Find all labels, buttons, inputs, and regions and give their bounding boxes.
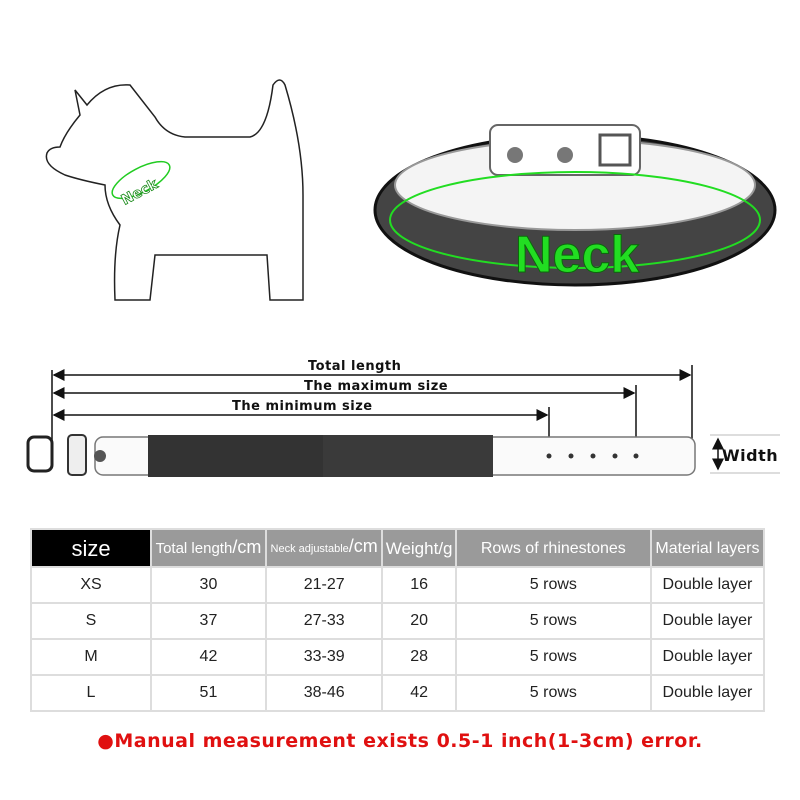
header-unit: /g <box>438 538 453 558</box>
header-size: size <box>30 528 152 568</box>
header-neck-adjustable: Neck adjustable/cm <box>264 528 384 568</box>
cell-size: XS <box>30 566 152 604</box>
table-row: L 51 38-46 42 5 rows Double layer <box>30 674 766 712</box>
size-chart-table: size Total length/cm Neck adjustable/cm … <box>30 528 766 712</box>
collar-round-illustration: Neck <box>373 124 777 287</box>
cell-material-layers: Double layer <box>649 638 766 676</box>
cell-weight: 16 <box>381 566 457 604</box>
cell-total-length: 37 <box>150 602 267 640</box>
cell-total-length: 42 <box>150 638 267 676</box>
cell-size: M <box>30 638 152 676</box>
table-row: M 42 33-39 28 5 rows Double layer <box>30 638 766 676</box>
cell-material-layers: Double layer <box>649 566 766 604</box>
cell-weight: 28 <box>381 638 457 676</box>
header-total-length: Total length/cm <box>150 528 267 568</box>
header-weight: Weight/g <box>381 528 457 568</box>
cell-total-length: 51 <box>150 674 267 712</box>
header-unit: /cm <box>232 537 262 557</box>
neck-marker <box>389 171 761 269</box>
dog-outline-illustration: Neck <box>45 79 304 301</box>
header-rows-of-rhinestones: Rows of rhinestones <box>454 528 652 568</box>
cell-neck-adjustable: 27-33 <box>264 602 384 640</box>
total-length-label: Total length <box>308 359 402 374</box>
header-unit: /cm <box>348 536 378 556</box>
cell-total-length: 30 <box>150 566 267 604</box>
cell-rhinestone-rows: 5 rows <box>454 602 652 640</box>
cell-rhinestone-rows: 5 rows <box>454 674 652 712</box>
cell-weight: 20 <box>381 602 457 640</box>
header-text: Neck adjustable <box>270 543 349 555</box>
minimum-size-label: The minimum size <box>232 399 373 414</box>
header-text: Weight <box>385 538 439 558</box>
cell-material-layers: Double layer <box>649 674 766 712</box>
collar-neck-label: Neck <box>515 226 639 284</box>
cell-rhinestone-rows: 5 rows <box>454 638 652 676</box>
cell-weight: 42 <box>381 674 457 712</box>
cell-neck-adjustable: 33-39 <box>264 638 384 676</box>
cell-size: S <box>30 602 152 640</box>
maximum-size-label: The maximum size <box>304 379 449 394</box>
cell-rhinestone-rows: 5 rows <box>454 566 652 604</box>
width-label: Width <box>722 446 779 465</box>
table-header-row: size Total length/cm Neck adjustable/cm … <box>30 528 766 568</box>
header-material-layers: Material layers <box>649 528 766 568</box>
measurement-error-note: ●Manual measurement exists 0.5-1 inch(1-… <box>97 730 703 752</box>
table-row: XS 30 21-27 16 5 rows Double layer <box>30 566 766 604</box>
table-row: S 37 27-33 20 5 rows Double layer <box>30 602 766 640</box>
cell-neck-adjustable: 21-27 <box>264 566 384 604</box>
dog-neck-label: Neck <box>119 176 161 209</box>
neck-marker <box>111 160 171 200</box>
cell-material-layers: Double layer <box>649 602 766 640</box>
cell-size: L <box>30 674 152 712</box>
cell-neck-adjustable: 38-46 <box>264 674 384 712</box>
collar-dimension-diagram <box>26 365 780 477</box>
header-text: Total length <box>155 540 233 557</box>
